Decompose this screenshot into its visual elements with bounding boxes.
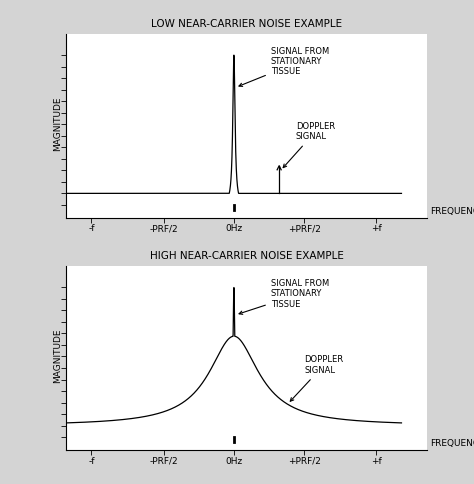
Text: SIGNAL FROM
STATIONARY
TISSUE: SIGNAL FROM STATIONARY TISSUE <box>239 279 329 314</box>
Title: LOW NEAR-CARRIER NOISE EXAMPLE: LOW NEAR-CARRIER NOISE EXAMPLE <box>151 19 342 29</box>
Text: FREQUENCY: FREQUENCY <box>430 439 474 448</box>
Text: -f: -f <box>88 224 95 233</box>
Title: HIGH NEAR-CARRIER NOISE EXAMPLE: HIGH NEAR-CARRIER NOISE EXAMPLE <box>149 251 344 261</box>
Text: +f: +f <box>371 224 382 233</box>
Text: DOPPLER
SIGNAL: DOPPLER SIGNAL <box>283 122 335 167</box>
Text: MAGNITUDE: MAGNITUDE <box>54 329 63 383</box>
Text: 0Hz: 0Hz <box>225 224 243 233</box>
Text: +PRF/2: +PRF/2 <box>288 456 321 466</box>
Text: -PRF/2: -PRF/2 <box>149 224 178 233</box>
Text: -f: -f <box>88 456 95 466</box>
Text: +PRF/2: +PRF/2 <box>288 224 321 233</box>
Text: FREQUENCY: FREQUENCY <box>430 207 474 216</box>
Text: 0Hz: 0Hz <box>225 456 243 466</box>
Text: +f: +f <box>371 456 382 466</box>
Text: MAGNITUDE: MAGNITUDE <box>54 96 63 151</box>
Text: -PRF/2: -PRF/2 <box>149 456 178 466</box>
Text: DOPPLER
SIGNAL: DOPPLER SIGNAL <box>290 355 343 401</box>
Text: SIGNAL FROM
STATIONARY
TISSUE: SIGNAL FROM STATIONARY TISSUE <box>239 46 329 86</box>
